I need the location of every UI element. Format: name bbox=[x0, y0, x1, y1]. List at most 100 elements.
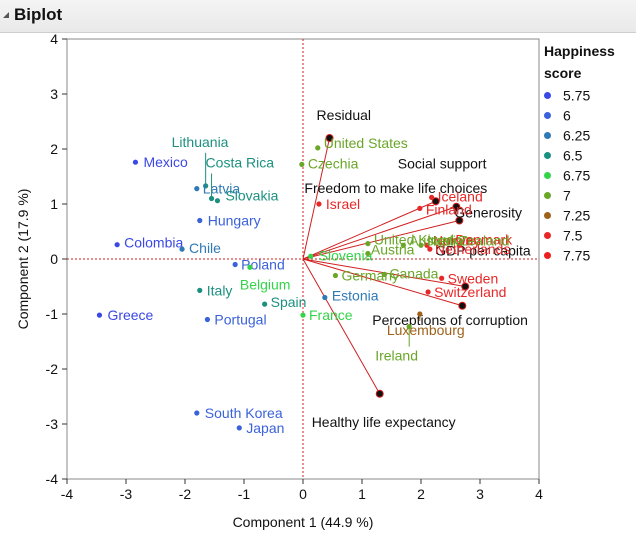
y-tick-label: 0 bbox=[50, 251, 58, 267]
loading-vector-head bbox=[431, 197, 440, 206]
legend-item: 6.25 bbox=[544, 124, 590, 144]
loading-vector-label: Healthy life expectancy bbox=[312, 414, 456, 430]
legend-item: 5.75 bbox=[544, 84, 590, 104]
legend-label: 5.75 bbox=[563, 87, 591, 104]
data-point bbox=[300, 312, 306, 318]
data-point bbox=[96, 312, 103, 318]
data-point bbox=[381, 271, 388, 277]
data-point bbox=[425, 289, 431, 295]
x-tick-label: 1 bbox=[358, 486, 366, 502]
data-point-label: Luxembourg bbox=[387, 322, 465, 338]
data-point bbox=[439, 275, 445, 281]
loading-vector-head bbox=[375, 389, 384, 398]
data-point-label: Japan bbox=[246, 420, 284, 436]
legend-marker-icon bbox=[544, 171, 551, 179]
legend-item: 7.5 bbox=[544, 224, 582, 244]
loading-vector-label: Freedom to make life choices bbox=[304, 180, 487, 196]
y-tick-label: -4 bbox=[46, 471, 59, 487]
legend-marker-icon bbox=[544, 211, 551, 219]
loading-vector-head bbox=[461, 282, 470, 291]
data-point-label: Denmark bbox=[455, 231, 513, 247]
data-point-label: France bbox=[309, 307, 353, 323]
data-point bbox=[194, 410, 200, 416]
legend-label: 6.25 bbox=[563, 127, 591, 144]
data-point-label: Greece bbox=[107, 307, 153, 323]
data-point bbox=[365, 250, 371, 257]
data-point bbox=[456, 242, 462, 248]
legend-label: 7.25 bbox=[563, 207, 591, 224]
data-point bbox=[316, 201, 322, 207]
data-point bbox=[197, 217, 203, 224]
data-point-label: Portugal bbox=[214, 312, 266, 328]
data-point-label: Canada bbox=[389, 265, 438, 281]
loading-vector bbox=[302, 206, 457, 260]
data-point bbox=[427, 246, 433, 252]
data-point-label: Belgium bbox=[240, 276, 291, 292]
legend-title: Happiness score bbox=[544, 40, 615, 84]
legend-item: 6.75 bbox=[544, 164, 590, 184]
legend-label: 6.75 bbox=[563, 167, 591, 184]
legend-marker-icon bbox=[544, 251, 551, 259]
data-point bbox=[236, 425, 242, 431]
legend-label: 7.75 bbox=[563, 247, 591, 264]
data-point-label: Sweden bbox=[448, 270, 499, 286]
data-point-label: Netherlands bbox=[435, 241, 511, 257]
y-tick-label: 2 bbox=[50, 141, 58, 157]
loading-vector bbox=[302, 220, 460, 260]
loading-vector-head bbox=[325, 134, 334, 142]
legend-title-line2: score bbox=[544, 65, 582, 81]
collapse-triangle-icon[interactable] bbox=[3, 12, 9, 18]
legend-marker-icon bbox=[544, 111, 551, 119]
legend-label: 7 bbox=[563, 187, 571, 204]
y-axis-label: Component 2 (17.9 %) bbox=[15, 189, 31, 330]
x-tick-label: -4 bbox=[61, 486, 74, 502]
data-point bbox=[315, 145, 321, 151]
data-point bbox=[417, 205, 423, 211]
legend-item: 6.5 bbox=[544, 144, 582, 164]
data-point bbox=[400, 242, 406, 248]
x-tick-label: -1 bbox=[238, 486, 251, 502]
legend-item: 7 bbox=[544, 184, 571, 204]
data-point bbox=[232, 261, 238, 268]
loading-vector-label: Generosity bbox=[454, 205, 522, 221]
data-point bbox=[194, 186, 200, 192]
y-tick-label: -3 bbox=[46, 416, 59, 432]
data-point-label: Norway bbox=[433, 232, 480, 248]
data-point-label: Iceland bbox=[438, 188, 483, 204]
window-title: Biplot bbox=[14, 5, 63, 24]
data-point-label: Chile bbox=[189, 240, 221, 256]
data-point bbox=[132, 159, 139, 165]
data-point bbox=[322, 294, 328, 301]
data-point-label: Finland bbox=[426, 201, 472, 217]
loading-vector bbox=[302, 258, 381, 394]
data-point-label: Estonia bbox=[332, 288, 379, 304]
loading-vector bbox=[302, 137, 331, 260]
window-header: Biplot bbox=[0, 0, 636, 33]
data-point bbox=[418, 242, 424, 248]
loading-vector-label: Residual bbox=[317, 107, 371, 123]
data-point-label: Slovenia bbox=[319, 247, 373, 263]
loading-vector-head bbox=[458, 301, 467, 310]
legend-marker-icon bbox=[544, 231, 551, 239]
data-point bbox=[114, 242, 120, 248]
data-point-label: Poland bbox=[241, 257, 285, 273]
legend-label: 6 bbox=[563, 107, 571, 124]
data-point-label: United States bbox=[324, 135, 408, 151]
data-point-label: Spain bbox=[271, 294, 307, 310]
data-point-label: Latvia bbox=[203, 181, 241, 197]
loading-vector-head bbox=[452, 202, 461, 211]
data-point bbox=[247, 264, 253, 270]
data-point bbox=[365, 241, 371, 247]
x-axis-label: Component 1 (44.9 %) bbox=[233, 514, 374, 530]
data-point bbox=[429, 194, 435, 200]
data-point-label: Lithuania bbox=[172, 134, 229, 150]
legend-label: 6.5 bbox=[563, 147, 583, 164]
data-point bbox=[308, 253, 314, 259]
data-point bbox=[197, 287, 203, 293]
data-point-label: Colombia bbox=[124, 235, 183, 251]
data-point-label: Ireland bbox=[375, 348, 418, 364]
y-tick-label: -2 bbox=[46, 361, 59, 377]
data-point-label: Mexico bbox=[143, 154, 188, 170]
data-point bbox=[179, 246, 185, 252]
